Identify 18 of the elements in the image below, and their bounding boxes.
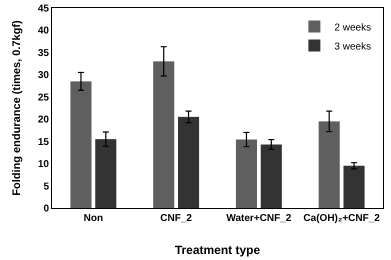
- y-tick-label: 20: [38, 114, 50, 126]
- y-tick-label: 5: [43, 181, 50, 192]
- x-tick-label: CNF_2: [160, 213, 192, 224]
- y-tick-label: 40: [38, 26, 50, 37]
- x-axis-title: Treatment type: [174, 243, 261, 257]
- y-tick-label: 25: [38, 92, 50, 104]
- y-tick-label: 10: [38, 159, 50, 170]
- x-tick-label: Water+CNF_2: [226, 213, 292, 224]
- y-axis-title: Folding endurance (times, 0.7kgf): [11, 20, 23, 196]
- x-tick-label: Non: [84, 213, 104, 224]
- y-tick-label: 30: [38, 70, 50, 82]
- y-tick-label: 45: [38, 4, 50, 14]
- x-tick-label: Ca(OH)₂+CNF_2: [303, 213, 380, 224]
- legend-label: 2 weeks: [334, 22, 372, 34]
- legend-label: 3 weeks: [334, 41, 372, 52]
- y-tick-label: 35: [38, 48, 50, 59]
- y-tick-label: 15: [38, 136, 50, 148]
- y-tick-label: 0: [43, 204, 50, 214]
